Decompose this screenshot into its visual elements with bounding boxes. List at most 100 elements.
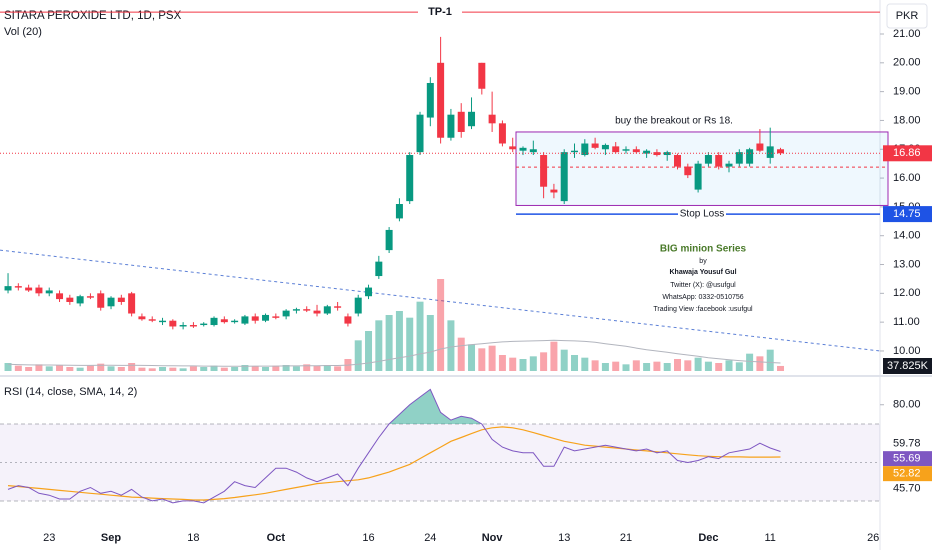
volume-bar xyxy=(601,363,609,371)
candle-body xyxy=(395,204,403,219)
volume-bar xyxy=(128,363,136,371)
candle-body xyxy=(354,297,362,314)
volume-value-label: 37.825K xyxy=(887,360,929,372)
volume-bar xyxy=(674,359,682,371)
candle-body xyxy=(735,152,743,164)
volume-bar xyxy=(241,365,249,371)
volume-bar xyxy=(725,360,733,371)
volume-bar xyxy=(457,337,465,371)
volume-bar xyxy=(375,320,383,371)
volume-bar xyxy=(426,315,434,371)
volume-bar xyxy=(612,361,620,371)
candle-body xyxy=(550,189,558,193)
volume-bar xyxy=(498,355,506,371)
candle-body xyxy=(97,293,105,308)
y-tick-label: 21.00 xyxy=(893,28,921,40)
candle-body xyxy=(581,143,589,156)
candle-body xyxy=(457,111,465,132)
rsi-value-label: 45.70 xyxy=(893,483,921,495)
y-tick-label: 13.00 xyxy=(893,258,921,270)
watermark-author: Khawaja Yousuf Gul xyxy=(669,269,736,276)
candle-body xyxy=(241,316,249,324)
candle-body xyxy=(571,150,579,153)
volume-bar xyxy=(560,349,568,371)
watermark-line: Twitter (X): @usufgul xyxy=(670,282,736,289)
candle-body xyxy=(210,317,218,326)
candle-body xyxy=(169,320,177,327)
volume-bar xyxy=(406,317,414,371)
candle-body xyxy=(56,293,64,300)
x-tick-label: 26 xyxy=(867,532,879,544)
volume-bar xyxy=(4,363,12,371)
chart-title: SITARA PEROXIDE LTD, 1D, PSX xyxy=(4,10,182,22)
rsi-value-label: 52.82 xyxy=(893,468,921,480)
volume-bar xyxy=(653,361,661,371)
candle-body xyxy=(344,316,352,324)
tp-label-bg xyxy=(418,5,462,20)
watermark-line: WhatsApp: 0332-0510756 xyxy=(662,294,743,301)
candle-body xyxy=(200,323,208,326)
candle-body xyxy=(128,293,136,314)
x-tick-label: Oct xyxy=(267,532,286,544)
x-tick-label: 18 xyxy=(187,532,199,544)
x-tick-label: 24 xyxy=(424,532,436,544)
candle-body xyxy=(663,152,671,156)
volume-bar xyxy=(643,363,651,371)
candle-body xyxy=(138,316,146,320)
candle-body xyxy=(14,286,22,288)
candle-body xyxy=(601,144,609,150)
candle-body xyxy=(643,150,651,154)
last-price-badge xyxy=(883,145,932,162)
candle-body xyxy=(704,155,712,164)
candle-body xyxy=(519,147,527,151)
candle-body xyxy=(437,62,445,138)
volume-bar xyxy=(478,348,486,371)
volume-bar xyxy=(45,366,53,371)
volume-bar xyxy=(529,356,537,371)
candle-body xyxy=(35,287,43,294)
range-box xyxy=(515,131,889,206)
volume-bar xyxy=(25,367,33,371)
x-tick-label: 11 xyxy=(764,532,775,544)
rsi-overbought-fill xyxy=(389,389,482,424)
volume-bar xyxy=(540,352,548,371)
volume-bar xyxy=(210,365,218,371)
candle-body xyxy=(612,146,620,153)
candle-body xyxy=(468,111,476,127)
volume-bar xyxy=(746,353,754,371)
volume-bar xyxy=(766,349,774,371)
candle-body xyxy=(426,82,434,118)
y-tick-label: 19.00 xyxy=(893,86,921,98)
candle-body xyxy=(478,62,486,89)
rsi-value-label: 59.78 xyxy=(893,438,921,450)
volume-bar xyxy=(179,368,187,371)
candle-body xyxy=(684,166,692,176)
y-tick-label: 12.00 xyxy=(893,287,921,299)
candle-body xyxy=(189,325,197,327)
volume-bar xyxy=(189,366,197,371)
stop-loss-label: Stop Loss xyxy=(680,209,724,220)
volume-bar xyxy=(777,365,785,371)
volume-bar xyxy=(694,357,702,371)
y-tick-label: 11.00 xyxy=(893,316,920,328)
rsi-y-tick-label: 80.00 xyxy=(893,399,921,411)
candle-body xyxy=(498,123,506,144)
currency-box[interactable] xyxy=(886,3,928,29)
candle-body xyxy=(715,155,723,167)
candle-body xyxy=(365,287,373,297)
candle-body xyxy=(251,316,259,321)
candle-body xyxy=(323,306,331,314)
volume-bar xyxy=(488,345,496,371)
candle-body xyxy=(447,114,455,138)
stop-loss-value: 14.75 xyxy=(893,208,921,220)
volume-bar xyxy=(334,366,342,371)
volume-bar xyxy=(468,344,476,371)
volume-bar xyxy=(622,364,630,371)
box-text: buy the breakout or Rs 18. xyxy=(615,116,733,127)
watermark-line: Trading View :facebook :usufgul xyxy=(653,306,753,313)
rsi-title: RSI (14, close, SMA, 14, 2) xyxy=(4,386,137,398)
candle-body xyxy=(725,163,733,167)
candle-body xyxy=(76,296,84,304)
candle-body xyxy=(756,143,764,151)
